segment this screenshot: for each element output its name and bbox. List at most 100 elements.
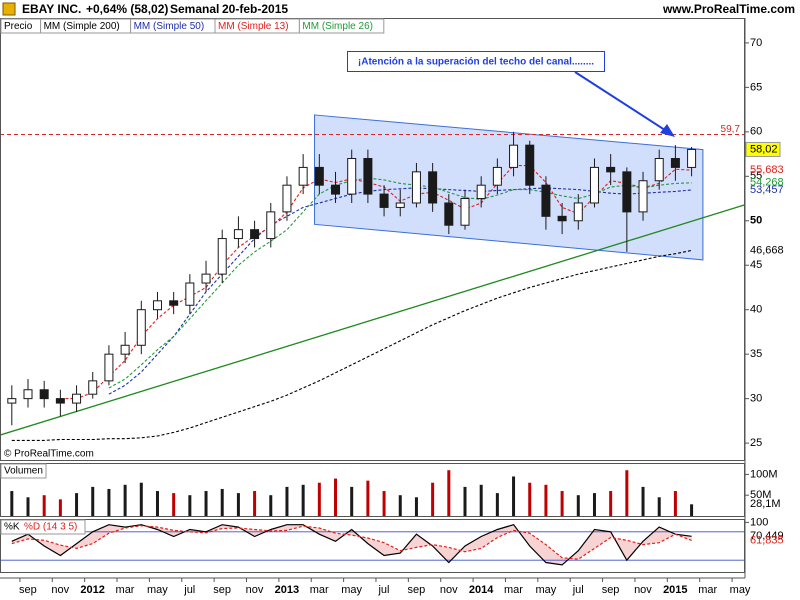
x-tick-label: sep	[19, 584, 37, 596]
volume-bar	[334, 478, 338, 516]
candle-body	[622, 171, 632, 213]
candle-body	[395, 202, 405, 208]
x-tick-label: may	[535, 584, 556, 596]
candle-body	[55, 398, 65, 404]
candle-body	[606, 166, 616, 173]
volume-title-box	[0, 463, 47, 479]
volume-bar	[414, 497, 418, 516]
candle-body	[23, 389, 33, 400]
candle-body	[411, 171, 421, 204]
legend-item[interactable]: MM (Simple 26)	[302, 21, 373, 32]
legend-box[interactable]	[298, 18, 385, 34]
y-tick-label: 100M	[750, 468, 778, 480]
candle-body	[39, 389, 49, 400]
volume-bar	[366, 480, 370, 516]
candle-body	[460, 198, 470, 226]
candle-body	[136, 309, 146, 346]
candle-body	[217, 238, 227, 275]
volume-bar	[107, 488, 111, 516]
volume-bar	[609, 491, 613, 516]
volume-bar	[350, 486, 354, 516]
x-tick-label: sep	[213, 584, 231, 596]
x-tick-label: 2015	[663, 584, 687, 596]
volume-last-label: 28,1M	[750, 498, 781, 510]
x-tick-label: jul	[183, 584, 195, 596]
stoch-legend-box	[0, 519, 86, 535]
volume-bar	[269, 495, 273, 516]
candle-body	[476, 184, 486, 200]
volume-bar	[544, 484, 548, 516]
candle-body	[201, 273, 211, 284]
volume-bar	[592, 493, 596, 516]
candle-body	[428, 171, 438, 204]
candle-body	[331, 184, 341, 195]
candle-body	[444, 202, 454, 226]
x-tick-label: jul	[572, 584, 584, 596]
y-tick-label: 60	[750, 126, 762, 138]
candle-body	[638, 180, 648, 213]
volume-bar	[188, 495, 192, 516]
ma-last-label: 53,457	[750, 184, 784, 196]
legend-item[interactable]: MM (Simple 13)	[218, 21, 289, 32]
volume-bar	[301, 484, 305, 516]
date: 20-feb-2015	[222, 2, 288, 16]
volume-bar	[253, 491, 257, 516]
x-tick-label: sep	[407, 584, 425, 596]
volume-bar	[75, 493, 79, 516]
foreground: 25 30 35 40 45 50 55 60 65 70 59,7 46,668 53,457 55,6…	[0, 18, 790, 596]
volume-bar	[42, 495, 46, 516]
x-tick-label: mar	[698, 584, 717, 596]
last-price-box	[745, 141, 781, 157]
volume-bar	[673, 491, 677, 516]
candle-body	[104, 353, 114, 382]
volume-bar	[479, 484, 483, 516]
y-tick-label: 30	[750, 393, 762, 405]
volume-bar	[236, 493, 240, 516]
y-tick-label: 65	[750, 81, 762, 93]
trendline	[0, 204, 746, 436]
candle-body	[120, 344, 130, 355]
candle-body	[525, 144, 535, 186]
symbol: EBAY INC.	[22, 2, 81, 16]
x-tick-label: 2014	[469, 584, 494, 596]
volume-bar	[576, 495, 580, 516]
moving-average	[60, 165, 692, 400]
site[interactable]: www.ProRealTime.com	[662, 2, 795, 16]
candle-body	[185, 282, 195, 306]
volume-bar	[657, 497, 661, 516]
x-tick-label: mar	[116, 584, 135, 596]
candle-body	[670, 158, 680, 168]
candle-body	[250, 229, 260, 240]
legend-item[interactable]: MM (Simple 50)	[134, 21, 205, 32]
candle-body	[347, 158, 357, 195]
stoch-last-label: 70,449	[750, 530, 784, 542]
volume-bar	[447, 470, 451, 516]
ma-last-label: 46,668	[750, 244, 784, 256]
volume-bar	[641, 486, 645, 516]
x-tick-label: may	[730, 584, 751, 596]
candle-body	[492, 166, 502, 186]
volume-bar	[528, 482, 532, 516]
candle-body	[509, 144, 519, 168]
candle-body	[7, 398, 17, 404]
y-tick-label: 25	[750, 437, 762, 449]
candle-body	[169, 300, 179, 306]
volume-bar	[431, 482, 435, 516]
app-icon[interactable]	[2, 2, 16, 16]
x-tick-label: mar	[504, 584, 523, 596]
y-tick-label: 100	[750, 516, 768, 528]
ma-last-label: 55,683	[750, 164, 784, 176]
copyright: © ProRealTime.com	[4, 449, 94, 460]
candle-body	[363, 158, 373, 195]
volume-bar	[123, 484, 127, 516]
legend-item[interactable]: MM (Simple 200)	[44, 21, 120, 32]
candle-body	[72, 393, 82, 404]
volume-bar	[398, 495, 402, 516]
candle-body	[654, 158, 664, 182]
volume-bar	[139, 482, 143, 516]
y-tick-label: 45	[750, 259, 762, 271]
volume-bar	[382, 491, 386, 516]
legend-item[interactable]: Precio	[4, 21, 33, 32]
